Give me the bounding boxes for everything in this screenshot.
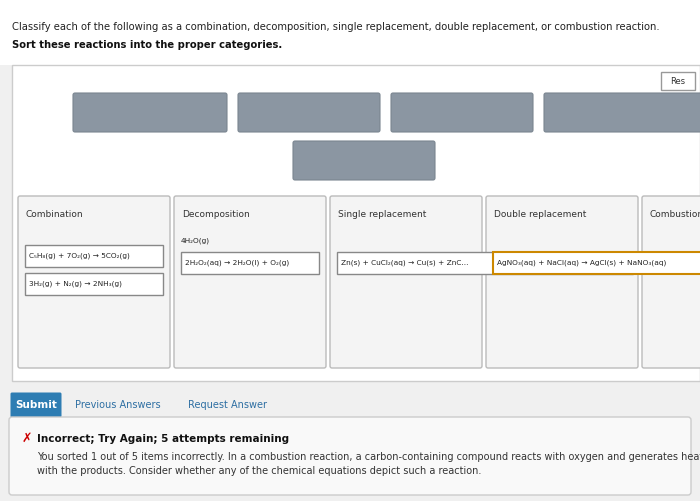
Bar [661, 72, 695, 90]
Text: Sort these reactions into the proper categories.: Sort these reactions into the proper cat… [12, 40, 282, 50]
Text: Res: Res [671, 77, 685, 86]
Text: Submit: Submit [15, 400, 57, 410]
Text: Double replacement: Double replacement [494, 210, 587, 219]
FancyBboxPatch shape [174, 196, 326, 368]
Text: AgNO₃(aq) + NaCl(aq) → AgCl(s) + NaNO₃(aq): AgNO₃(aq) + NaCl(aq) → AgCl(s) + NaNO₃(a… [497, 260, 666, 266]
FancyBboxPatch shape [10, 392, 62, 417]
Text: C₅H₈(g) + 7O₂(g) → 5CO₂(g): C₅H₈(g) + 7O₂(g) → 5CO₂(g) [29, 253, 130, 259]
Bar [25, 245, 163, 267]
Bar [181, 252, 319, 274]
Text: Combination: Combination [26, 210, 83, 219]
FancyBboxPatch shape [330, 196, 482, 368]
Text: Request Answer: Request Answer [188, 400, 267, 410]
Text: Combustion: Combustion [650, 210, 700, 219]
Text: Previous Answers: Previous Answers [75, 400, 160, 410]
Text: 2H₂O₂(aq) → 2H₂O(l) + O₂(g): 2H₂O₂(aq) → 2H₂O(l) + O₂(g) [185, 260, 289, 266]
FancyBboxPatch shape [293, 141, 435, 180]
Bar [493, 252, 700, 274]
FancyBboxPatch shape [391, 93, 533, 132]
Text: Incorrect; Try Again; 5 attempts remaining: Incorrect; Try Again; 5 attempts remaini… [37, 434, 289, 444]
Bar [25, 273, 163, 295]
FancyBboxPatch shape [73, 93, 227, 132]
FancyBboxPatch shape [9, 417, 691, 495]
FancyBboxPatch shape [544, 93, 700, 132]
Text: 3H₂(g) + N₂(g) → 2NH₃(g): 3H₂(g) + N₂(g) → 2NH₃(g) [29, 281, 122, 287]
FancyBboxPatch shape [238, 93, 380, 132]
FancyBboxPatch shape [18, 196, 170, 368]
FancyBboxPatch shape [486, 196, 638, 368]
Text: with the products. Consider whether any of the chemical equations depict such a : with the products. Consider whether any … [37, 466, 482, 476]
Text: ✗: ✗ [22, 431, 32, 444]
Text: Zn(s) + CuCl₂(aq) → Cu(s) + ZnC...: Zn(s) + CuCl₂(aq) → Cu(s) + ZnC... [341, 260, 468, 266]
FancyBboxPatch shape [642, 196, 700, 368]
Bar [337, 252, 633, 274]
Text: Classify each of the following as a combination, decomposition, single replaceme: Classify each of the following as a comb… [12, 22, 659, 32]
Text: Single replacement: Single replacement [338, 210, 426, 219]
Text: You sorted 1 out of 5 items incorrectly. In a combustion reaction, a carbon-cont: You sorted 1 out of 5 items incorrectly.… [37, 452, 700, 462]
Bar [0, 0, 700, 65]
FancyBboxPatch shape [12, 65, 700, 381]
Text: Decomposition: Decomposition [182, 210, 250, 219]
Text: 4H₂O(g): 4H₂O(g) [181, 238, 210, 244]
